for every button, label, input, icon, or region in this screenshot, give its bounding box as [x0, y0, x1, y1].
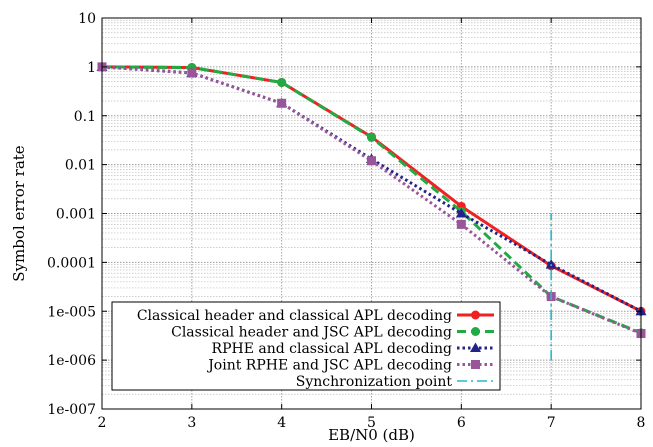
x-tick-label: 3 [187, 415, 196, 431]
series-layer [96, 61, 647, 361]
series-line [101, 65, 642, 335]
legend-swatch-marker [471, 327, 480, 336]
x-tick-label: 7 [547, 415, 556, 431]
x-tick-label: 8 [637, 415, 646, 431]
legend-swatch-marker [471, 310, 480, 320]
y-tick-label: 1e-005 [47, 304, 96, 320]
legend-entry-label: Joint RPHE and JSC APL decoding [206, 358, 452, 374]
x-axis-label: EB/N0 (dB) [328, 426, 415, 444]
series-line [101, 65, 642, 335]
y-tick-label: 1e-006 [47, 353, 96, 369]
legend-swatch-marker [471, 360, 480, 369]
x-tick-label: 5 [367, 415, 376, 431]
data-point [545, 259, 557, 269]
data-point [367, 132, 376, 142]
y-tick-label: 10 [78, 11, 96, 27]
y-tick-label: 0.01 [65, 158, 96, 174]
legend-entry-label: Classical header and JSC APL decoding [171, 325, 452, 341]
data-point [277, 77, 287, 87]
legend-swatch-marker [470, 342, 481, 352]
legend: Classical header and classical APL decod… [111, 301, 501, 391]
legend-entry-label: Classical header and classical APL decod… [137, 308, 452, 324]
y-axis-label: Symbol error rate [10, 145, 28, 282]
y-tick-label: 1 [87, 60, 96, 76]
data-point [456, 219, 466, 229]
series-4 [97, 62, 646, 339]
y-tick-label: 0.1 [74, 109, 96, 125]
x-tick-label: 6 [457, 415, 466, 431]
legend-box [111, 301, 501, 391]
legend-entry-label: RPHE and classical APL decoding [212, 341, 452, 357]
plot-frame [101, 17, 642, 410]
x-tick-label: 2 [98, 415, 107, 431]
data-point [187, 68, 197, 78]
y-tick-label: 0.0001 [47, 255, 96, 271]
data-point [455, 208, 467, 218]
data-point [277, 98, 287, 108]
series-2 [97, 62, 646, 338]
y-tick-label: 1e-007 [47, 402, 96, 418]
data-point [367, 156, 376, 166]
axis-ticks: 2 3 4 5 6 7 8 1e-007 1e-006 1e-005 0.0001 0.001 0.01… [47, 11, 645, 431]
y-tick-label: 0.001 [56, 207, 96, 223]
x-tick-label: 4 [277, 415, 286, 431]
legend-entry-label: Synchronization point [296, 374, 453, 390]
